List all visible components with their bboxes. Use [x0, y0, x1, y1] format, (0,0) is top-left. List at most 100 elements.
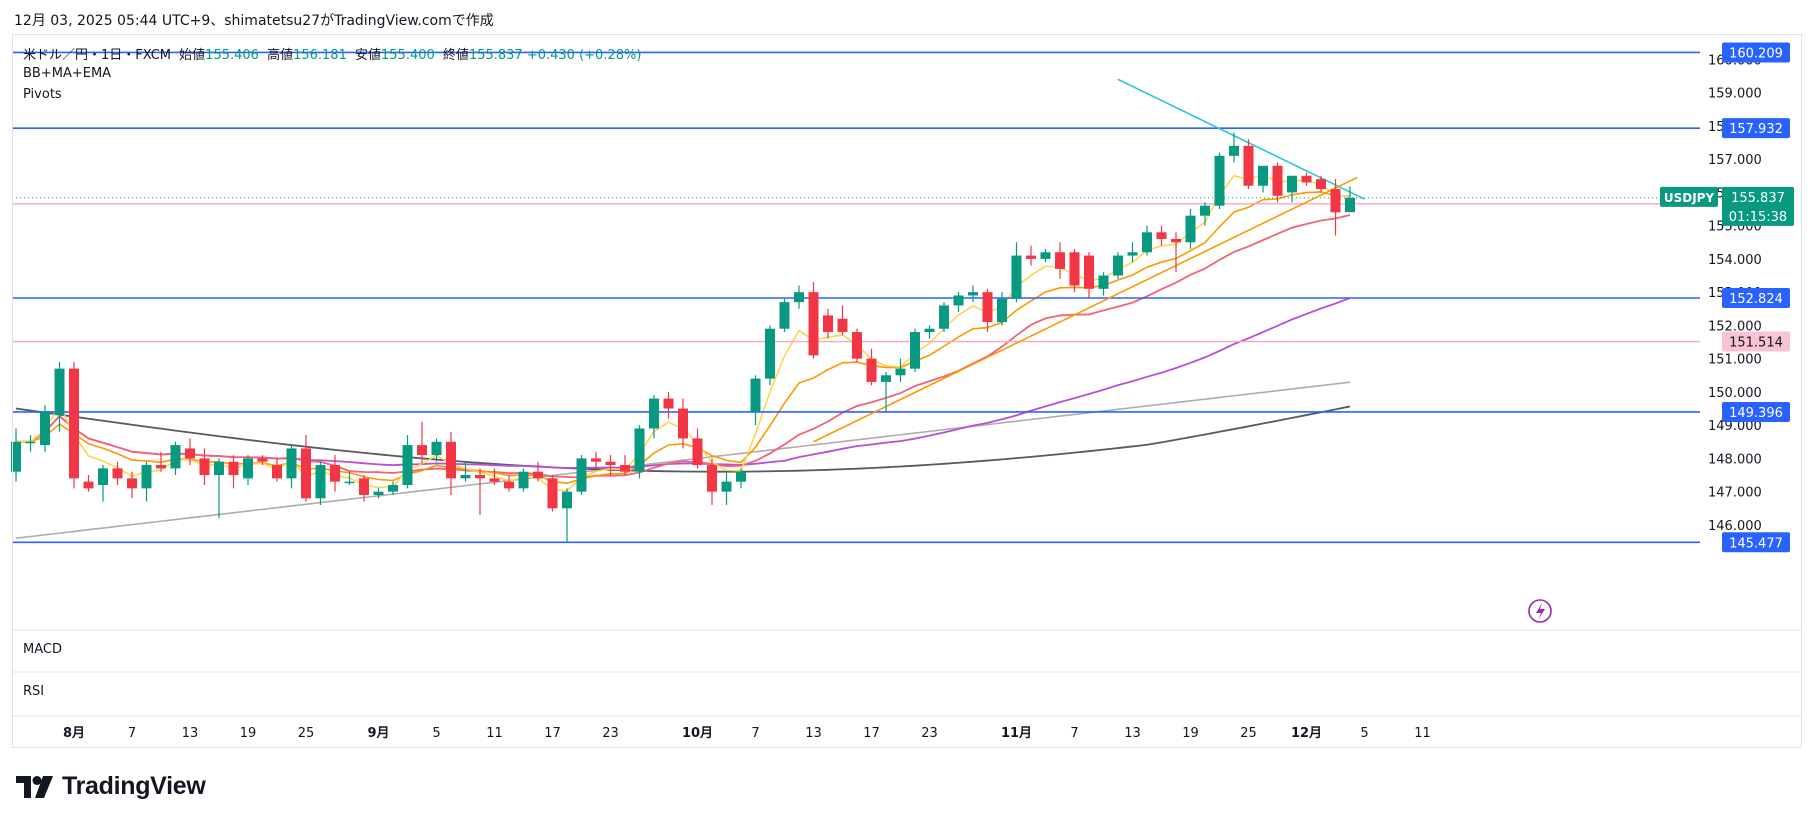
- candle-body: [446, 441, 456, 479]
- pivot-price-label: 160.209: [1729, 46, 1783, 61]
- candle-body: [982, 292, 993, 323]
- x-tick-label: 25: [298, 726, 315, 741]
- ma-gray-line: [15, 381, 1351, 539]
- candle-body: [1200, 205, 1210, 216]
- y-tick-label: 154.000: [1708, 253, 1762, 268]
- candle-body: [634, 428, 645, 472]
- x-tick-label: 11: [486, 726, 503, 741]
- x-tick-label: 12月: [1291, 726, 1322, 741]
- x-tick-label: 10月: [682, 726, 713, 741]
- candle-body: [576, 458, 587, 492]
- candle-body: [1026, 255, 1036, 259]
- tradingview-wordmark: TradingView: [62, 772, 206, 800]
- candle-body: [533, 471, 543, 479]
- tradingview-mark-icon: [16, 775, 53, 798]
- pivot-price-label-bg: [1722, 401, 1790, 422]
- candle-body: [1171, 238, 1181, 243]
- candle-body: [620, 465, 630, 472]
- candle-body: [359, 478, 369, 495]
- candle-body: [750, 378, 761, 412]
- candle-body: [765, 328, 775, 379]
- y-tick-label: 149.000: [1708, 419, 1762, 434]
- candle-body: [1214, 155, 1225, 206]
- candle-body: [910, 332, 920, 369]
- candle-body: [895, 368, 906, 376]
- candle-body: [504, 481, 514, 489]
- candle-body: [997, 298, 1007, 323]
- candle-body: [460, 475, 471, 479]
- candle-body: [127, 478, 137, 489]
- low-label: 安値: [355, 48, 382, 63]
- pivot-price-label-bg: [1722, 42, 1790, 63]
- candle-body: [605, 461, 616, 466]
- pivot-price-label: 145.477: [1729, 536, 1783, 551]
- close-label: 終値: [442, 48, 469, 63]
- support-price-label: 151.514: [1729, 336, 1783, 351]
- candle-body: [301, 448, 311, 499]
- candle-body: [344, 481, 355, 484]
- pivot-price-label-bg: [1722, 532, 1790, 553]
- countdown-tag: 01:15:38: [1729, 210, 1787, 225]
- candle-body: [40, 411, 50, 446]
- x-tick-label: 11月: [1001, 726, 1032, 741]
- pivot-price-label-bg: [1722, 288, 1790, 309]
- y-tick-label: 148.000: [1708, 452, 1762, 467]
- lightning-icon: [1536, 603, 1545, 620]
- candle-body: [953, 295, 964, 306]
- pane-label-macd[interactable]: MACD: [23, 642, 62, 657]
- pivot-price-label: 157.932: [1729, 122, 1783, 137]
- candle-body: [1287, 175, 1297, 193]
- x-tick-label: 17: [544, 726, 561, 741]
- x-tick-label: 13: [1124, 726, 1141, 741]
- candle-body: [837, 318, 848, 333]
- x-tick-label: 7: [1070, 726, 1078, 741]
- symbol-name: 米ドル／円・1日・FXCM: [23, 48, 172, 63]
- pane-label-rsi[interactable]: RSI: [23, 684, 45, 699]
- candle-body: [170, 445, 181, 469]
- candle-body: [1127, 252, 1138, 256]
- tradingview-logo[interactable]: TradingView: [16, 772, 206, 801]
- candle-body: [25, 441, 36, 444]
- x-tick-label: 11: [1414, 726, 1431, 741]
- close-value: 155.837: [468, 48, 523, 63]
- change-value: +0.430 (+0.28%): [526, 48, 642, 63]
- candle-body: [1011, 255, 1022, 299]
- candle-body: [721, 481, 732, 492]
- x-tick-label: 19: [240, 726, 257, 741]
- candle-body: [98, 468, 108, 485]
- candle-body: [1258, 165, 1268, 186]
- candle-body: [1113, 255, 1123, 276]
- indicator-bb-ma-ema[interactable]: BB+MA+EMA: [23, 66, 112, 81]
- candle-body: [417, 445, 427, 456]
- candle-body: [69, 368, 79, 479]
- candle-body: [1142, 232, 1152, 253]
- candle-body: [1301, 175, 1312, 183]
- x-tick-label: 23: [602, 726, 619, 741]
- symbol-tag-bg: [1660, 186, 1718, 207]
- candle-body: [1316, 179, 1326, 190]
- candle-body: [924, 328, 935, 333]
- low-value: 155.400: [381, 48, 435, 63]
- candle-body: [11, 441, 21, 472]
- y-tick-label: 151.000: [1708, 353, 1762, 368]
- x-tick-label: 23: [921, 726, 938, 741]
- chart-frame: [12, 34, 1802, 748]
- candle-body: [185, 448, 195, 459]
- ma-dark-line: [15, 405, 1351, 473]
- x-tick-label: 25: [1240, 726, 1257, 741]
- candle-body: [649, 398, 659, 429]
- candle-body: [968, 292, 978, 296]
- candle-body: [1330, 189, 1341, 213]
- indicator-pivots[interactable]: Pivots: [23, 87, 62, 102]
- candle-body: [272, 465, 282, 479]
- candle-body: [1156, 232, 1167, 239]
- candle-body: [1084, 255, 1094, 289]
- y-tick-label: 157.000: [1708, 153, 1762, 168]
- pivot-price-label-bg: [1722, 118, 1790, 139]
- candle-body: [315, 465, 326, 499]
- y-tick-label: 147.000: [1708, 486, 1762, 501]
- candle-body: [228, 461, 239, 476]
- candle-body: [663, 398, 674, 409]
- candle-body: [112, 468, 123, 479]
